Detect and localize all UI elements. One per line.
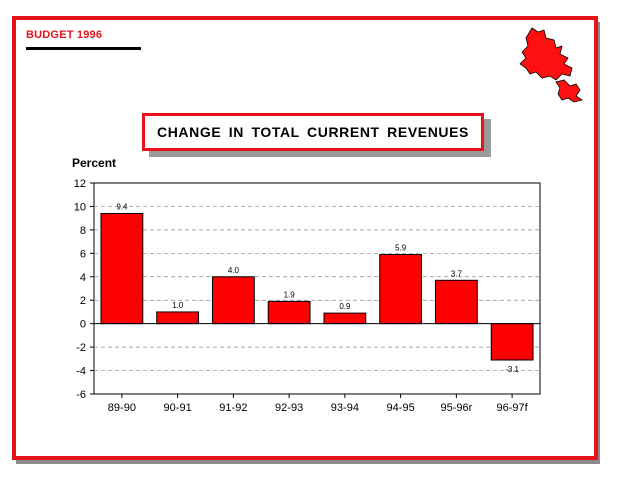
x-tick-label: 91-92	[219, 402, 247, 414]
bar	[379, 254, 423, 325]
x-axis-labels: 89-90 90-91 91-92 92-93 93-94 94-95 95-96r 96-9…	[108, 394, 529, 414]
y-tick-label: 6	[80, 248, 86, 260]
x-tick-label: 94-95	[387, 402, 415, 414]
data-label: 3.7	[451, 269, 463, 278]
y-tick-label: -4	[76, 366, 86, 378]
newfoundland-map-icon	[519, 27, 583, 103]
x-tick-label: 92-93	[275, 402, 303, 414]
data-label: 1.0	[172, 301, 184, 310]
y-tick-label: 12	[74, 178, 86, 190]
y-tick-label: 2	[80, 295, 86, 307]
data-label: -3.1	[505, 365, 519, 374]
data-label: 0.9	[339, 302, 351, 311]
bar	[490, 323, 534, 361]
x-tick-label: 96-97f	[497, 402, 529, 414]
chart-title: CHANGE IN TOTAL CURRENT REVENUES	[142, 113, 484, 151]
bar	[211, 276, 255, 325]
data-label: 5.9	[395, 244, 407, 253]
budget-label: BUDGET 1996	[26, 29, 103, 41]
data-label: 4.0	[228, 266, 240, 275]
y-tick-label: -2	[76, 342, 86, 354]
x-tick-label: 89-90	[108, 402, 136, 414]
bar	[323, 312, 367, 325]
data-label: 1.9	[284, 290, 296, 299]
bar	[156, 311, 200, 325]
y-tick-label: -6	[76, 389, 86, 401]
y-tick-label: 4	[80, 272, 86, 284]
y-tick-label: 0	[80, 319, 86, 331]
x-tick-label: 90-91	[164, 402, 192, 414]
y-axis-label: Percent	[72, 156, 117, 170]
y-tick-label: 8	[80, 225, 86, 237]
y-tick-label: 10	[74, 201, 86, 213]
bar	[434, 279, 478, 325]
data-label: 9.4	[116, 202, 128, 211]
x-tick-label: 93-94	[331, 402, 359, 414]
bars: 9.4 1.0 4.0 1.9 0.9 5.9 3.7 -3.1	[100, 202, 534, 374]
bar	[100, 212, 144, 325]
budget-underline	[26, 47, 141, 50]
bar	[267, 300, 311, 325]
y-axis-ticks: -6 -4 -2 0 2 4 6 8 10 12	[74, 178, 94, 401]
x-tick-label: 95-96r	[440, 402, 472, 414]
